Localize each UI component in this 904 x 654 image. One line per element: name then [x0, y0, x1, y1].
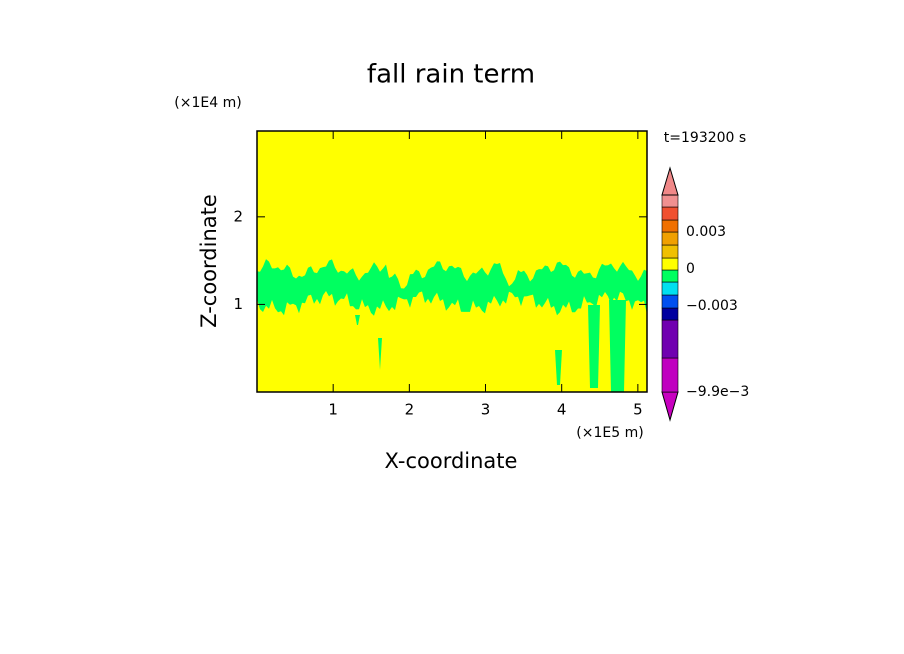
colorbar-label: −9.9e−3 — [686, 384, 749, 400]
plot-frame — [256, 130, 648, 393]
rain-plume — [355, 315, 360, 325]
colorbar-tri — [661, 391, 679, 422]
colorbar-box — [661, 231, 679, 246]
colorbar-box — [661, 257, 679, 271]
annotation: t=193200 s — [664, 130, 746, 146]
colorbar-label: 0.003 — [686, 224, 726, 240]
colorbar-box — [661, 357, 679, 393]
rain-plume — [555, 350, 562, 385]
rain-plume — [588, 305, 600, 388]
chart-title: fall rain term — [367, 60, 535, 90]
colorbar-box — [661, 281, 679, 296]
colorbar-box — [661, 194, 679, 208]
colorbar-box — [661, 294, 679, 309]
y-axis-label: Z-coordinate — [197, 194, 221, 328]
y-tick-label: 2 — [233, 207, 243, 225]
y-tick-label: 1 — [233, 295, 243, 313]
colorbar-tri — [661, 166, 679, 196]
colorbar-label: 0 — [686, 261, 695, 277]
colorbar-box — [661, 206, 679, 221]
colorbar-label: −0.003 — [686, 298, 738, 314]
colorbar-box — [661, 269, 679, 283]
colorbar-box — [661, 219, 679, 233]
colorbar-box — [661, 319, 679, 359]
colorbar-box — [661, 307, 679, 321]
x-axis-label: X-coordinate — [385, 449, 518, 473]
x-tick-label: 2 — [405, 401, 415, 419]
rain-plume — [609, 300, 626, 392]
x-tick-label: 4 — [557, 401, 567, 419]
rain-region — [257, 259, 647, 316]
rain-plume — [378, 338, 382, 370]
field-background — [257, 131, 647, 392]
x-unit: (×1E5 m) — [576, 425, 643, 441]
colorbar-box — [661, 244, 679, 259]
x-tick-label: 1 — [328, 401, 338, 419]
y-unit: (×1E4 m) — [174, 95, 241, 111]
x-tick-label: 3 — [481, 401, 491, 419]
x-tick-label: 5 — [633, 401, 643, 419]
